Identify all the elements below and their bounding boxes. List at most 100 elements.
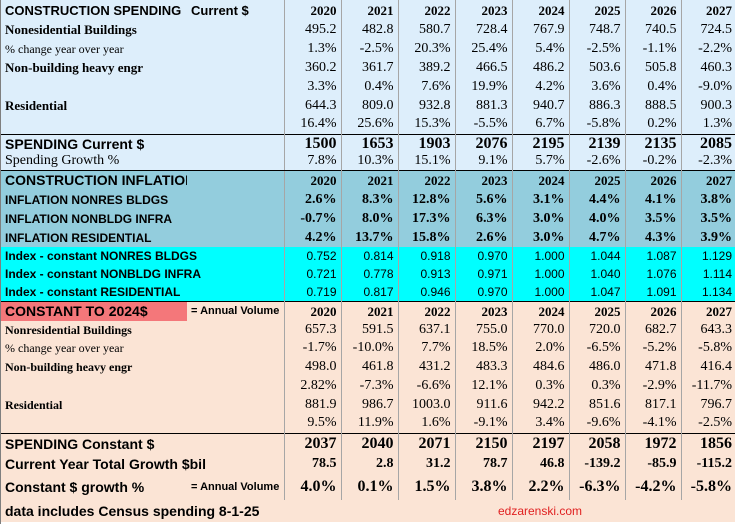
cell-value: 1972: [624, 432, 681, 454]
cell-value: 1653: [340, 133, 398, 153]
cell-value: 498.0: [283, 357, 341, 376]
cell-value: 3.6%: [568, 77, 625, 96]
row-label: % change year over year: [5, 341, 124, 355]
year-header: 2023: [454, 300, 512, 321]
cell-value: 0.721: [283, 265, 341, 283]
cell-value: 724.5: [680, 20, 735, 39]
cell-value: -6.5%: [568, 339, 625, 357]
cell-value: 78.5: [283, 454, 341, 474]
cell-value: 2.6%: [454, 228, 512, 247]
row-label: [1, 115, 284, 134]
row-label: [1, 77, 284, 96]
cell-value: 0.4%: [624, 77, 681, 96]
cell-value: 2076: [454, 133, 512, 153]
cell-value: 940.7: [511, 96, 569, 115]
cell-value: 720.0: [568, 321, 625, 339]
cell-value: 431.2: [397, 357, 455, 376]
row-label: INFLATION NONBLDG INFRA: [5, 211, 173, 226]
cell-value: 2.2%: [511, 474, 569, 500]
cell-value: 2139: [568, 133, 625, 153]
inflation-row-res: INFLATION RESIDENTIAL 4.2% 13.7% 15.8% 2.6% 3…: [1, 228, 735, 247]
cell-value: 486.0: [568, 357, 625, 376]
row-label: Non-building heavy engr: [5, 359, 133, 374]
cell-value: 505.8: [624, 58, 681, 77]
cell-value: 770.0: [511, 321, 569, 339]
cell-value: 3.8%: [454, 474, 512, 500]
current-row-nonres-pct: % change year over year 1.3% -2.5% 20.3% 25.…: [1, 39, 735, 58]
constant-row-nonres-pct: % change year over year -1.7% -10.0% 7.7% 18…: [1, 339, 735, 357]
index-row-res: Index - constant RESIDENTIAL 0.719 0.817 0.…: [1, 283, 735, 301]
year-header: 2024: [511, 169, 569, 190]
cell-value: 1.3%: [283, 39, 341, 58]
row-label: Constant $ growth %: [5, 479, 145, 495]
cell-value: 3.5%: [624, 209, 681, 228]
section-title: CONSTRUCTION INFLATION INDEX: [1, 169, 187, 190]
cell-value: 3.0%: [511, 228, 569, 247]
year-header: 2026: [624, 169, 681, 190]
cell-value: 643.3: [680, 321, 735, 339]
cell-value: 31.2: [397, 454, 455, 474]
year-header: 2023: [454, 169, 512, 190]
current-growth-row: Spending Growth % 7.8% 10.3% 15.1% 9.1% 5.7% -…: [1, 153, 735, 171]
row-note: = Annual Volume: [191, 480, 280, 493]
cell-value: 682.7: [624, 321, 681, 339]
cell-value: 0.719: [283, 283, 341, 301]
row-label: INFLATION NONRES BLDGS: [5, 192, 169, 207]
cell-value: 4.2%: [511, 77, 569, 96]
cell-value: 1003.0: [397, 395, 455, 414]
year-header: 2020: [283, 169, 341, 190]
cell-value: -2.5%: [568, 39, 625, 58]
cell-value: -6.3%: [568, 474, 625, 500]
inflation-header-row: CONSTRUCTION INFLATION INDEX 202020212022…: [1, 169, 735, 190]
cell-value: 503.6: [568, 58, 625, 77]
year-header: 2026: [624, 300, 681, 321]
cell-value: 7.8%: [283, 153, 341, 170]
cell-value: -10.0%: [340, 339, 398, 357]
cell-value: 13.7%: [340, 228, 398, 247]
cell-value: 2135: [624, 133, 681, 153]
year-header: 2022: [397, 169, 455, 190]
current-row-res-pct: 16.4% 25.6% 15.3% -5.5% 6.7% -5.8% 0.2% 1.3%: [1, 115, 735, 134]
cell-value: 1.000: [511, 247, 569, 265]
cell-value: 2195: [511, 133, 569, 153]
cell-value: -2.6%: [568, 153, 625, 170]
constant-growth-total-row: Current Year Total Growth $bil 78.5 2.8 31.…: [1, 454, 735, 474]
cell-value: 1.129: [680, 247, 735, 265]
row-label: Non-building heavy engr: [5, 60, 143, 75]
index-row-nonres: Index - constant NONRES BLDGS 0.752 0.814 0…: [1, 247, 735, 265]
cell-value: 16.4%: [283, 115, 341, 134]
cell-value: 3.5%: [680, 209, 735, 228]
cell-value: 2150: [454, 432, 512, 454]
constant-growth-pct-row: Constant $ growth % = Annual Volume 4.0% 0.…: [1, 474, 735, 500]
cell-value: 0.2%: [624, 115, 681, 134]
cell-value: 361.7: [340, 58, 398, 77]
cell-value: 0.970: [454, 247, 512, 265]
cell-value: 1.000: [511, 265, 569, 283]
cell-value: 15.1%: [397, 153, 455, 170]
cell-value: -1.7%: [283, 339, 341, 357]
cell-value: 580.7: [397, 20, 455, 39]
year-header: 2023: [454, 0, 512, 20]
cell-value: -9.1%: [454, 414, 512, 433]
year-header: 2020: [283, 300, 341, 321]
current-row-nonbldg: Non-building heavy engr 360.2 361.7 389.2 46…: [1, 58, 735, 77]
cell-value: 8.3%: [340, 190, 398, 209]
row-label: Current Year Total Growth $bil: [5, 456, 206, 472]
cell-value: 886.3: [568, 96, 625, 115]
cell-value: 796.7: [680, 395, 735, 414]
cell-value: 4.0%: [283, 474, 341, 500]
inflation-row-nonbldg: INFLATION NONBLDG INFRA -0.7% 8.0% 17.3% 6.3…: [1, 209, 735, 228]
cell-value: 4.2%: [283, 228, 341, 247]
cell-value: 482.8: [340, 20, 398, 39]
cell-value: 1856: [680, 432, 735, 454]
cell-value: 0.913: [397, 265, 455, 283]
cell-value: 15.8%: [397, 228, 455, 247]
cell-value: 7.7%: [397, 339, 455, 357]
cell-value: 1.047: [568, 283, 625, 301]
cell-value: 2071: [397, 432, 455, 454]
cell-value: 7.6%: [397, 77, 455, 96]
cell-value: 3.4%: [511, 414, 569, 433]
cell-value: 1.134: [680, 283, 735, 301]
cell-value: -2.9%: [624, 376, 681, 395]
